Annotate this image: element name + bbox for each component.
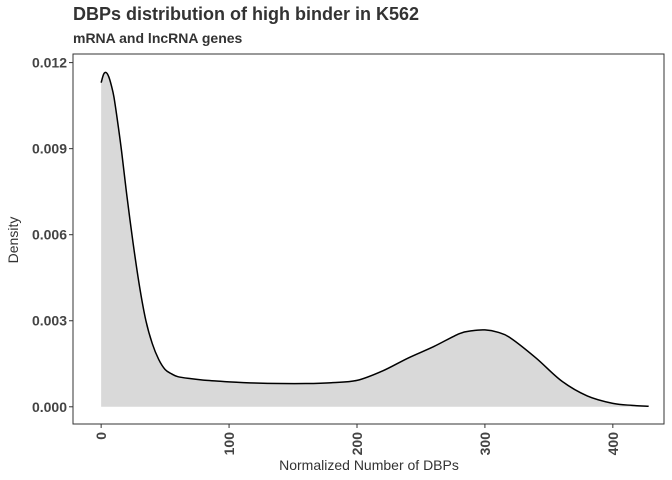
- chart-title: DBPs distribution of high binder in K562: [73, 4, 419, 24]
- x-axis-title: Normalized Number of DBPs: [279, 457, 459, 473]
- y-tick-label: 0.012: [32, 55, 67, 71]
- chart-subtitle: mRNA and lncRNA genes: [73, 30, 243, 46]
- y-tick-label: 0.003: [32, 313, 67, 329]
- y-tick-label: 0.000: [32, 399, 67, 415]
- y-tick-label: 0.006: [32, 227, 67, 243]
- x-axis: 0 100 200 300 400: [93, 424, 621, 455]
- plot-area: [100, 71, 649, 407]
- x-tick-label: 100: [221, 432, 237, 456]
- panel-border: [72, 53, 665, 425]
- density-line: [100, 71, 649, 407]
- y-tick-label: 0.009: [32, 141, 67, 157]
- x-tick-label: 300: [477, 432, 493, 456]
- density-area: [101, 72, 649, 407]
- y-axis: 0.000 0.003 0.006 0.009 0.012: [32, 55, 73, 415]
- x-tick-label: 200: [349, 432, 365, 456]
- y-axis-title: Density: [5, 217, 21, 264]
- x-tick-label: 400: [605, 432, 621, 456]
- x-tick-label: 0: [93, 432, 109, 440]
